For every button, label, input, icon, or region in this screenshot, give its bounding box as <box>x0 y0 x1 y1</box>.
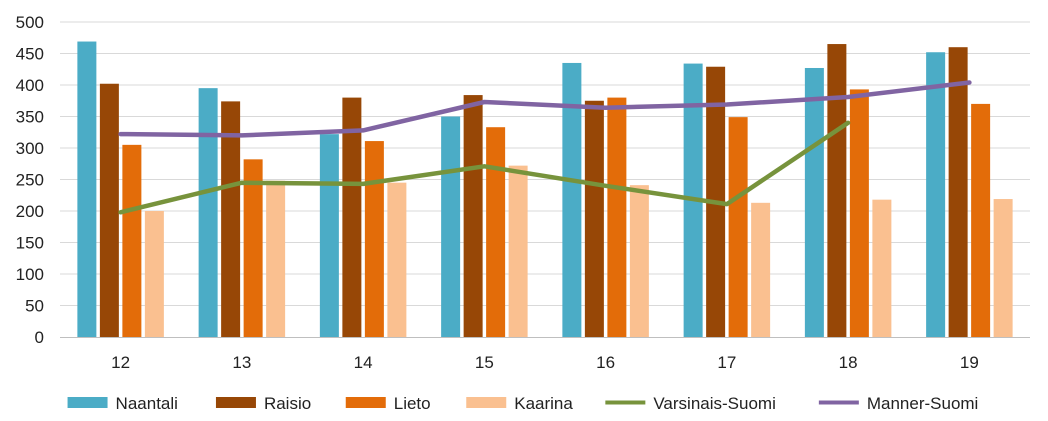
x-tick-label: 15 <box>475 353 494 372</box>
y-tick-label: 250 <box>16 171 44 190</box>
y-tick-label: 450 <box>16 45 44 64</box>
bar-lieto-15 <box>486 127 506 338</box>
bar-lieto-14 <box>364 141 384 337</box>
legend-swatch <box>466 397 507 408</box>
bar-naantali-12 <box>77 41 97 337</box>
x-tick-label: 12 <box>111 353 130 372</box>
legend-label: Varsinais-Suomi <box>653 394 776 413</box>
legend-swatch <box>67 397 108 408</box>
legend-label: Manner-Suomi <box>867 394 979 413</box>
bar-kaarina-14 <box>387 182 407 337</box>
y-tick-label: 500 <box>16 13 44 32</box>
x-axis-ticks: 12 13 14 15 16 17 18 19 <box>111 353 979 372</box>
x-tick-label: 14 <box>354 353 373 372</box>
y-tick-label: 350 <box>16 108 44 127</box>
legend-item-naantali: Naantali <box>67 394 178 413</box>
bar-kaarina-15 <box>508 165 528 337</box>
y-tick-label: 400 <box>16 76 44 95</box>
bar-lieto-16 <box>607 97 627 337</box>
legend-swatch <box>215 397 256 408</box>
x-tick-label: 16 <box>596 353 615 372</box>
legend-item-lieto: Lieto <box>345 394 431 413</box>
line-manner-suomi <box>118 80 972 138</box>
x-tick-label: 17 <box>717 353 736 372</box>
bar-kaarina-12 <box>144 211 164 337</box>
bar-lieto-13 <box>243 159 263 337</box>
bar-lieto-18 <box>849 89 869 337</box>
y-tick-label: 50 <box>25 297 44 316</box>
legend-item-varsinais-suomi: Varsinais-Suomi <box>605 394 776 413</box>
bar-kaarina-19 <box>993 199 1013 337</box>
bar-naantali-19 <box>926 52 946 338</box>
bar-raisio-12 <box>99 83 119 338</box>
legend-item-manner-suomi: Manner-Suomi <box>818 394 979 413</box>
bar-raisio-13 <box>221 101 241 337</box>
lines <box>118 80 972 215</box>
legend-label: Raisio <box>264 394 311 413</box>
bar-lieto-19 <box>971 103 991 338</box>
y-tick-label: 200 <box>16 202 44 221</box>
bar-kaarina-13 <box>266 180 286 337</box>
line-varsinais-suomi <box>118 120 851 215</box>
bar-naantali-15 <box>441 116 461 337</box>
legend-label: Kaarina <box>514 394 573 413</box>
y-axis-ticks: 0 50 100 150 200 250 300 350 400 450 500 <box>16 13 44 347</box>
y-tick-label: 300 <box>16 139 44 158</box>
bar-naantali-14 <box>319 134 339 337</box>
x-tick-label: 19 <box>960 353 979 372</box>
bar-naantali-13 <box>198 88 218 338</box>
bar-lieto-12 <box>122 144 142 337</box>
bar-kaarina-18 <box>872 199 892 337</box>
bar-naantali-18 <box>804 67 824 338</box>
bar-kaarina-17 <box>751 202 771 337</box>
legend-swatch <box>345 397 386 408</box>
legend-label: Lieto <box>394 394 431 413</box>
x-tick-label: 13 <box>232 353 251 372</box>
x-tick-label: 18 <box>839 353 858 372</box>
bar-raisio-16 <box>584 100 604 337</box>
bar-kaarina-16 <box>629 185 649 337</box>
y-tick-label: 0 <box>35 328 44 347</box>
bar-lieto-17 <box>728 117 748 337</box>
bar-naantali-16 <box>562 62 582 337</box>
bar-raisio-19 <box>948 47 968 337</box>
y-tick-label: 150 <box>16 234 44 253</box>
legend-label: Naantali <box>116 394 178 413</box>
legend-item-kaarina: Kaarina <box>466 394 573 413</box>
bar-raisio-14 <box>342 97 362 337</box>
legend-item-raisio: Raisio <box>215 394 311 413</box>
bars <box>77 41 1013 338</box>
bar-raisio-18 <box>827 44 847 338</box>
legend: Naantali Raisio Lieto Kaarina Varsinais-Suom… <box>67 394 979 413</box>
y-tick-label: 100 <box>16 265 44 284</box>
bar-raisio-15 <box>463 95 483 337</box>
